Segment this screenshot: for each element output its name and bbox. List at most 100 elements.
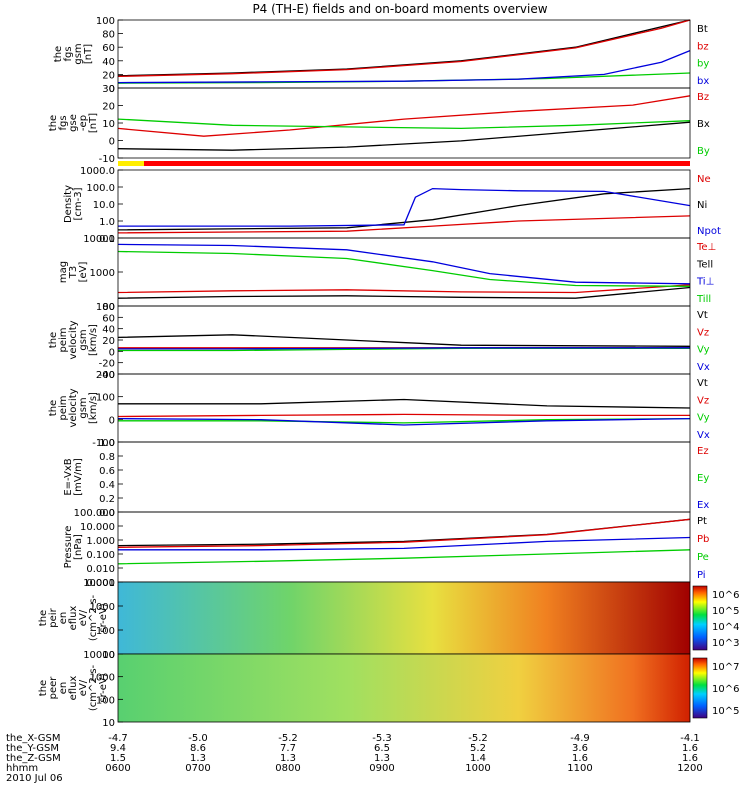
- y-axis-label-line: eV/: [78, 609, 89, 626]
- x-tick-label: 1.3: [190, 753, 206, 764]
- y-axis-label-line: eflux: [68, 676, 79, 701]
- legend-entry: Te⊥: [696, 242, 716, 253]
- y-tick-label: 100.000: [74, 508, 115, 519]
- y-axis-label-line: peer: [48, 676, 59, 700]
- legend-entry: Ti⊥: [696, 277, 714, 288]
- y-axis-label-line: the: [48, 115, 59, 131]
- y-axis-label-line: mag: [58, 261, 69, 283]
- colorbar-tick-label: 10^5: [712, 706, 739, 717]
- panel-peim_velocity_gsm_b: Vt Vz Vy Vx 200 100 0 -100 the peim velocity gsm [km…: [48, 370, 710, 449]
- panel-frame: [117, 653, 691, 723]
- y-tick-label: 1.0: [99, 438, 115, 449]
- x-tick-label: 1.5: [110, 753, 126, 764]
- legend-entry: Vz: [697, 395, 709, 406]
- legend-entry: Pi: [697, 570, 706, 581]
- y-tick-label: 0.1: [99, 234, 115, 245]
- series-line-Vt: [117, 334, 691, 347]
- y-tick-label: 30: [102, 84, 115, 95]
- y-axis-label-line: peim: [58, 395, 69, 420]
- y-axis-label-line: Density: [63, 185, 74, 223]
- legend-entry: Vz: [697, 327, 709, 338]
- y-axis-label-line: [eV]: [78, 262, 89, 283]
- flag-segment: [118, 161, 144, 166]
- legend-entry: Bz: [697, 92, 709, 103]
- panel-density: Ne Ni Npot 1000.0 100.0 10.0 1.0 0.1 Density [cm-…: [63, 166, 721, 245]
- x-tick-label: 1100: [567, 763, 592, 774]
- y-tick-label: 0.8: [99, 452, 115, 463]
- quality-flag-bar: [118, 161, 690, 166]
- y-axis-label-line: sr-eV): [98, 673, 109, 702]
- y-tick-label: 0.4: [99, 480, 115, 491]
- legend-entry: Bx: [697, 119, 710, 130]
- x-axis-row-label: the_Y-GSM: [6, 743, 59, 754]
- legend-entry: Pt: [697, 516, 707, 527]
- panel-frame: [117, 511, 691, 583]
- panel-frame: [117, 305, 691, 375]
- colorbar-tick-label: 10^7: [712, 662, 739, 673]
- y-tick-label: 1000: [90, 602, 115, 613]
- y-axis-label-line: -ep: [78, 115, 89, 131]
- y-axis-label-line: gse: [68, 114, 79, 132]
- x-tick-label: -5.3: [372, 733, 392, 744]
- y-tick-label: 0: [109, 84, 115, 95]
- legend-entry: Vt: [697, 378, 708, 389]
- x-tick-label: 1.6: [682, 753, 698, 764]
- y-axis-label-line: the: [48, 400, 59, 416]
- colorbar-tick-label: 10^6: [712, 684, 739, 695]
- legend-entry: by: [697, 59, 709, 70]
- y-tick-label: 0.001: [86, 578, 115, 589]
- y-tick-label: 20: [102, 70, 115, 81]
- y-tick-label: 0.0: [99, 508, 115, 519]
- y-tick-label: 0.010: [86, 564, 115, 575]
- x-tick-label: 8.6: [190, 743, 206, 754]
- y-axis-label-line: the: [48, 332, 59, 348]
- x-tick-label: 5.2: [470, 743, 486, 754]
- colorbar: [692, 585, 708, 651]
- y-tick-label: 100: [96, 302, 115, 313]
- legend-entry: Vx: [697, 362, 710, 373]
- x-tick-label: 6.5: [374, 743, 390, 754]
- y-axis-label-line: fgs: [63, 46, 74, 61]
- y-tick-label: 1000: [90, 268, 115, 279]
- y-axis-label-line: fgs: [58, 115, 69, 130]
- y-tick-label: 0: [109, 415, 115, 426]
- x-tick-label: 9.4: [110, 743, 126, 754]
- y-tick-label: 20: [102, 102, 115, 113]
- y-axis-label-line: the: [53, 46, 64, 62]
- y-tick-label: 0: [109, 137, 115, 148]
- y-axis-label-line: [km/s]: [88, 392, 99, 424]
- x-tick-label: -5.2: [278, 733, 298, 744]
- colorbar-tick-label: 10^6: [712, 590, 739, 601]
- y-axis-label-line: velocity: [68, 388, 79, 427]
- y-axis-label-line: peim: [58, 327, 69, 352]
- x-tick-label: 1.6: [572, 753, 588, 764]
- y-tick-label: -20: [99, 359, 115, 370]
- y-tick-label: 40: [102, 325, 115, 336]
- x-axis-row-label: the_X-GSM: [6, 733, 60, 744]
- series-line-Bz: [117, 95, 691, 137]
- panel-fgs_gsm: Bt bz by bx 100 80 60 40 20 0 the fgs gsm [nT]: [53, 16, 709, 95]
- legend-entry: Pb: [697, 534, 709, 545]
- y-tick-label: 10: [102, 650, 115, 661]
- y-tick-label: 1.000: [86, 536, 115, 547]
- y-tick-label: 100.0: [86, 183, 115, 194]
- y-axis-label-line: [nT]: [88, 113, 99, 133]
- y-axis-label-line: eV/: [78, 679, 89, 696]
- panel-peir_en_eflux: 10^6 10^5 10^4 10^3 10000 1000 100 10 the peir en e…: [38, 578, 739, 661]
- y-tick-label: 0.100: [86, 550, 115, 561]
- legend-entry: Till: [696, 294, 711, 305]
- x-tick-label: 1.3: [280, 753, 296, 764]
- x-tick-label: 1.3: [374, 753, 390, 764]
- y-tick-label: 100: [96, 16, 115, 27]
- x-tick-label: 0600: [105, 763, 130, 774]
- x-tick-label: 1000: [465, 763, 490, 774]
- y-tick-label: 10000: [83, 578, 115, 589]
- legend-entry: Npot: [697, 226, 721, 237]
- y-tick-label: 80: [102, 30, 115, 41]
- colorbar-tick-label: 10^4: [712, 622, 739, 633]
- y-axis-label-line: [mV/m]: [73, 458, 84, 496]
- legend-entry: Ey: [697, 473, 709, 484]
- y-tick-label: -10: [99, 154, 115, 165]
- x-tick-label: 0900: [369, 763, 394, 774]
